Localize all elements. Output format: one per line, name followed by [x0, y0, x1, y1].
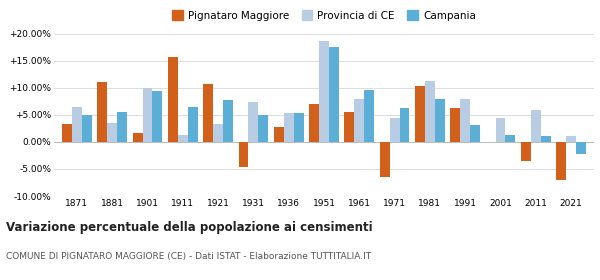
Bar [72, 107, 82, 142]
Bar [188, 107, 197, 142]
Text: COMUNE DI PIGNATARO MAGGIORE (CE) - Dati ISTAT - Elaborazione TUTTITALIA.IT: COMUNE DI PIGNATARO MAGGIORE (CE) - Dati… [6, 252, 371, 261]
Bar [203, 84, 213, 142]
Bar [329, 47, 339, 142]
Bar [133, 133, 143, 142]
Bar [274, 127, 284, 142]
Bar [319, 41, 329, 142]
Bar [344, 111, 355, 142]
Bar [62, 124, 72, 142]
Bar [451, 108, 460, 142]
Bar [364, 90, 374, 142]
Bar [97, 82, 107, 142]
Bar [380, 142, 389, 177]
Bar [259, 115, 268, 142]
Bar [143, 88, 152, 142]
Bar [168, 57, 178, 142]
Bar [178, 135, 188, 142]
Bar [82, 115, 92, 142]
Bar [389, 118, 400, 142]
Bar [460, 99, 470, 142]
Bar [248, 102, 259, 142]
Bar [213, 124, 223, 142]
Bar [470, 125, 480, 142]
Bar [566, 136, 576, 142]
Bar [293, 113, 304, 142]
Bar [400, 108, 409, 142]
Bar [223, 100, 233, 142]
Legend: Pignataro Maggiore, Provincia di CE, Campania: Pignataro Maggiore, Provincia di CE, Cam… [168, 6, 480, 25]
Bar [496, 118, 505, 142]
Bar [556, 142, 566, 180]
Text: Variazione percentuale della popolazione ai censimenti: Variazione percentuale della popolazione… [6, 221, 373, 234]
Bar [425, 81, 435, 142]
Bar [239, 142, 248, 167]
Bar [117, 112, 127, 142]
Bar [284, 113, 293, 142]
Bar [152, 91, 163, 142]
Bar [521, 142, 531, 161]
Bar [415, 86, 425, 142]
Bar [107, 123, 117, 142]
Bar [309, 104, 319, 142]
Bar [355, 99, 364, 142]
Bar [576, 142, 586, 154]
Bar [505, 135, 515, 142]
Bar [541, 136, 551, 142]
Bar [531, 110, 541, 142]
Bar [435, 99, 445, 142]
